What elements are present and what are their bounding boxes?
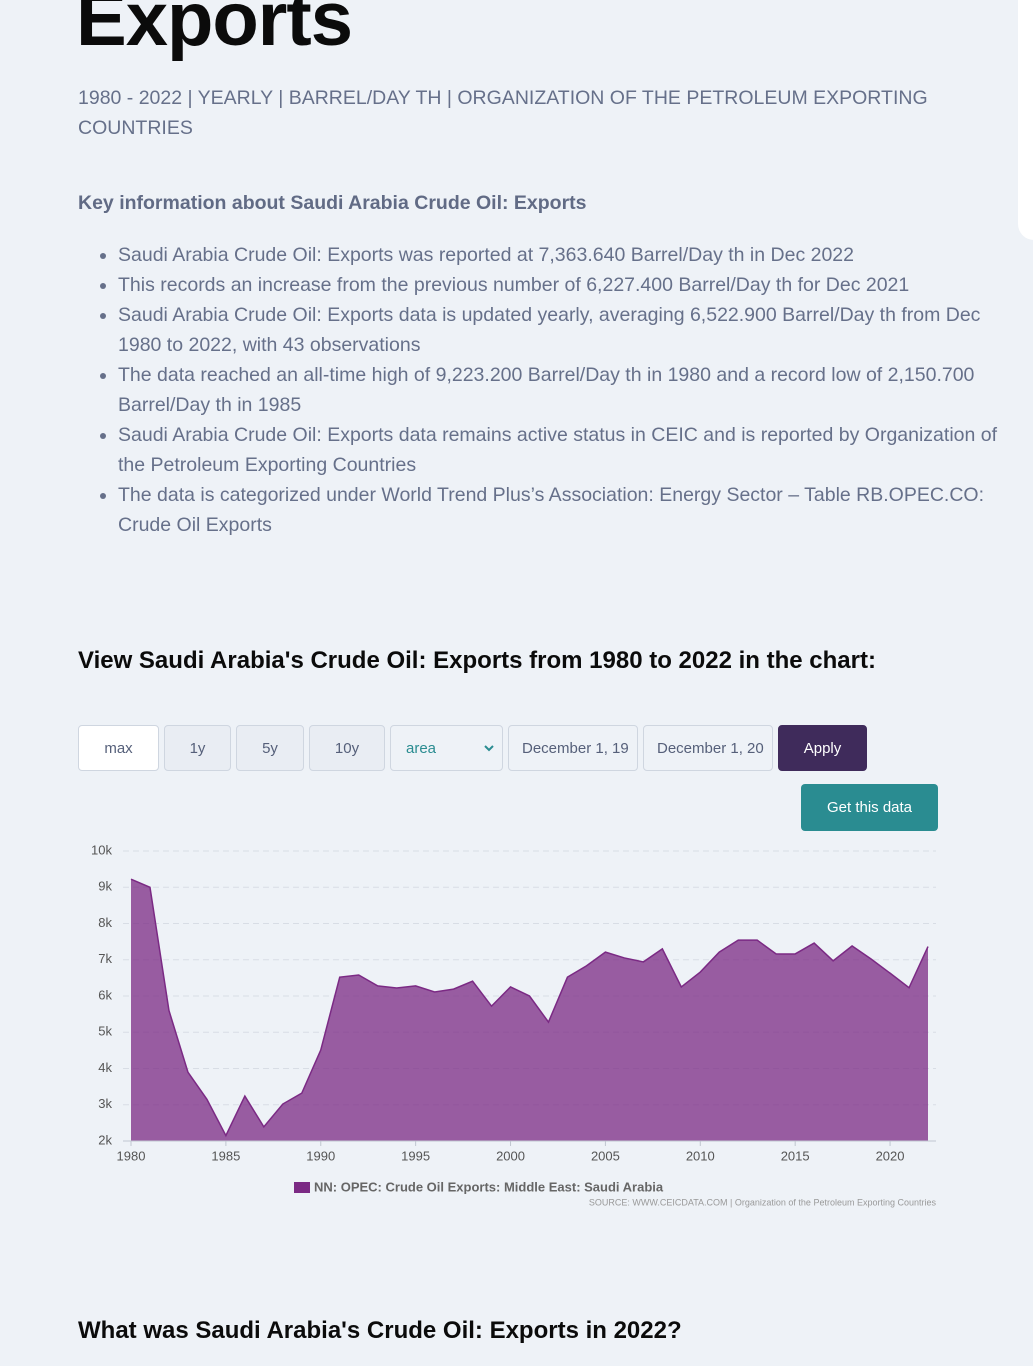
x-tick-label: 2010 (686, 1148, 715, 1163)
y-tick-label: 9k (98, 879, 112, 894)
range-button[interactable]: 10y (309, 725, 385, 771)
x-tick-label: 1995 (401, 1148, 430, 1163)
key-info-heading: Key information about Saudi Arabia Crude… (78, 192, 587, 214)
y-tick-label: 8k (98, 915, 112, 930)
key-info-item: This records an increase from the previo… (118, 270, 998, 300)
key-info-item: Saudi Arabia Crude Oil: Exports was repo… (118, 240, 998, 270)
legend-swatch (294, 1182, 310, 1193)
y-tick-label: 4k (98, 1060, 112, 1075)
get-data-button[interactable]: Get this data (801, 784, 938, 831)
y-tick-label: 2k (98, 1132, 112, 1147)
key-info-item: The data reached an all-time high of 9,2… (118, 360, 998, 420)
key-info-list: Saudi Arabia Crude Oil: Exports was repo… (78, 240, 998, 540)
range-button[interactable]: max (78, 725, 159, 771)
start-date-input[interactable]: December 1, 19 (508, 725, 638, 771)
page-title: Exports (76, 0, 353, 62)
chart-type-value: area (406, 739, 437, 757)
x-tick-label: 1990 (306, 1148, 335, 1163)
side-panel (1018, 0, 1033, 240)
x-tick-label: 2000 (496, 1148, 525, 1163)
section-heading: What was Saudi Arabia's Crude Oil: Expor… (78, 1317, 682, 1344)
chart: 2k 3k 4k 5k 6k 7k 8k 9k 10k 1980 1985 1990 1995 2000 2… (91, 842, 937, 1207)
key-info-item: Saudi Arabia Crude Oil: Exports data rem… (118, 420, 998, 480)
x-tick-label: 2020 (876, 1148, 905, 1163)
subtitle: 1980 - 2022 | YEARLY | BARREL/DAY TH | O… (78, 87, 928, 139)
source-note: SOURCE: WWW.CEICDATA.COM | Organization … (589, 1197, 937, 1207)
y-tick-label: 6k (98, 987, 112, 1002)
chart-heading: View Saudi Arabia's Crude Oil: Exports f… (78, 647, 876, 674)
legend-label: NN: OPEC: Crude Oil Exports: Middle East… (314, 1179, 664, 1194)
area-line (130, 878, 929, 1138)
end-date-input[interactable]: December 1, 20 (643, 725, 773, 771)
key-info-item: Saudi Arabia Crude Oil: Exports data is … (118, 300, 998, 360)
x-tick-label: 1985 (211, 1148, 240, 1163)
y-tick-label: 10k (91, 842, 112, 857)
x-tick-label: 2015 (781, 1148, 810, 1163)
apply-button[interactable]: Apply (778, 725, 867, 771)
x-tick-label: 1980 (117, 1148, 146, 1163)
chevron (484, 744, 494, 751)
range-button[interactable]: 5y (236, 725, 304, 771)
range-button[interactable]: 1y (164, 725, 231, 771)
y-tick-label: 7k (98, 951, 112, 966)
x-tick-label: 2005 (591, 1148, 620, 1163)
key-info-item: The data is categorized under World Tren… (118, 480, 998, 540)
y-tick-label: 3k (98, 1096, 112, 1111)
y-tick-label: 5k (98, 1024, 112, 1039)
area (131, 879, 928, 1141)
chart-type-select[interactable]: area (390, 725, 503, 771)
